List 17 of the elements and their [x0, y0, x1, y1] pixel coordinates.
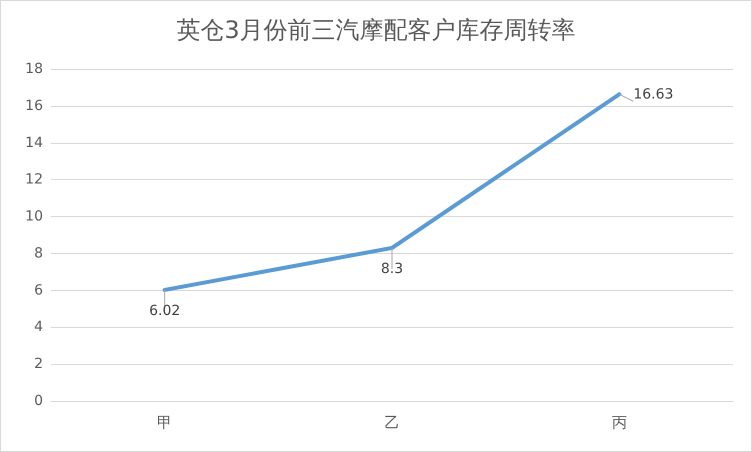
y-tick-label: 0: [34, 393, 43, 409]
y-tick-label: 12: [25, 172, 43, 188]
y-tick-label: 10: [25, 208, 43, 225]
y-tick-label: 18: [25, 61, 43, 77]
data-label: 6.02: [149, 302, 180, 319]
y-tick-label: 6: [34, 282, 44, 298]
x-tick-label: 甲: [157, 414, 172, 432]
y-tick-label: 2: [34, 356, 43, 372]
chart-title: 英仓3月份前三汽摩配客户库存周转率: [176, 16, 576, 44]
x-tick-label: 丙: [612, 414, 627, 432]
y-tick-label: 14: [25, 134, 44, 151]
y-tick-label: 8: [34, 245, 43, 262]
y-tick-label: 4: [34, 319, 44, 336]
x-tick-label: 乙: [384, 414, 400, 432]
y-tick-label: 16: [25, 98, 44, 114]
data-label: 16.63: [633, 86, 674, 102]
data-label: 8.3: [380, 260, 404, 277]
